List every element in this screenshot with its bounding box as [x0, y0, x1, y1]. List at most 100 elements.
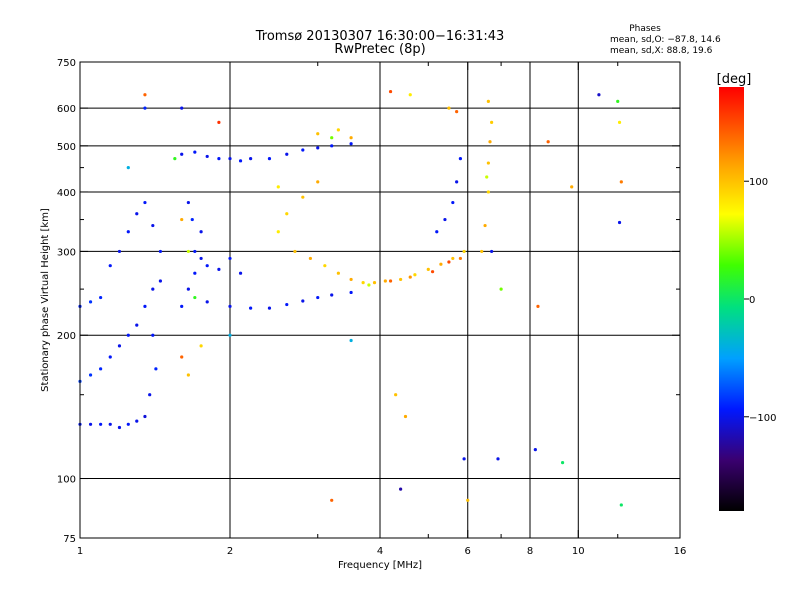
data-point: [193, 249, 197, 254]
data-point: [108, 355, 112, 359]
data-point: [217, 267, 221, 272]
data-point: [435, 230, 439, 234]
data-point: [483, 223, 487, 228]
data-point: [336, 271, 340, 275]
data-point: [108, 422, 112, 426]
data-point: [193, 150, 197, 154]
data-point: [88, 373, 93, 377]
data-point: [205, 154, 209, 159]
data-points: [78, 89, 623, 507]
data-point: [135, 323, 139, 327]
colorbar-tick-label: −100: [749, 413, 776, 424]
data-point: [285, 152, 289, 156]
data-point: [619, 180, 623, 184]
data-point: [388, 89, 393, 94]
y-axis-label: Stationary phase Virtual Height [km]: [40, 208, 51, 392]
data-point: [617, 120, 622, 124]
y-tick-label: 500: [57, 142, 76, 153]
data-point: [135, 212, 139, 216]
data-point: [199, 230, 203, 234]
data-point: [336, 128, 340, 132]
data-point: [597, 93, 601, 97]
data-point: [480, 249, 484, 254]
data-point: [439, 262, 443, 266]
x-tick-label: 1: [77, 546, 83, 557]
colorbar: [719, 87, 744, 511]
chart-title: Tromsø 20130307 16:30:00−16:31:43: [255, 29, 505, 44]
data-point: [316, 132, 320, 136]
y-tick-label: 200: [57, 331, 76, 342]
data-point: [193, 271, 197, 275]
data-point: [108, 264, 112, 268]
data-point: [536, 304, 540, 308]
phases-x-stats: mean, sd,X: 88.8, 19.6: [610, 46, 713, 56]
data-point: [458, 157, 463, 161]
data-point: [205, 300, 209, 304]
data-point: [143, 304, 147, 308]
data-point: [276, 185, 280, 189]
data-point: [199, 256, 203, 261]
data-point: [349, 338, 353, 343]
data-point: [451, 256, 455, 261]
x-tick-label: 16: [674, 546, 687, 557]
colorbar-tick-label: 0: [749, 295, 755, 306]
data-point: [126, 333, 130, 337]
y-tick-label: 75: [63, 534, 76, 545]
data-point: [399, 487, 403, 491]
data-point: [372, 280, 377, 285]
data-point: [238, 271, 243, 275]
data-point: [190, 217, 194, 222]
data-point: [180, 304, 184, 308]
colorbar-ticks: 100 0 −100: [744, 177, 776, 424]
data-point: [447, 260, 451, 264]
data-point: [301, 195, 305, 199]
data-point: [143, 93, 147, 97]
data-point: [330, 136, 334, 140]
data-point: [158, 249, 163, 254]
data-point: [394, 393, 398, 397]
data-point: [349, 290, 353, 295]
data-point: [126, 422, 130, 426]
data-point: [193, 295, 197, 300]
data-point: [180, 152, 184, 156]
data-point: [180, 355, 184, 359]
data-point: [486, 161, 490, 165]
data-point: [180, 106, 184, 110]
data-point: [154, 367, 158, 371]
data-point: [490, 249, 494, 254]
data-point: [228, 157, 232, 161]
data-point: [151, 223, 155, 228]
data-point: [180, 217, 184, 222]
data-point: [426, 267, 430, 272]
data-point: [349, 277, 353, 282]
data-point: [496, 457, 500, 461]
data-point: [173, 157, 177, 161]
data-point: [486, 190, 490, 194]
data-point: [466, 498, 470, 502]
y-axis-ticks: 75 100 200 300 400 500 600 750: [57, 58, 680, 545]
data-point: [361, 280, 365, 285]
data-point: [249, 157, 253, 161]
x-tick-label: 2: [227, 546, 233, 557]
plot-grid: [80, 62, 680, 538]
data-point: [158, 279, 163, 283]
data-point: [485, 175, 489, 179]
data-point: [451, 200, 455, 205]
data-point: [117, 344, 122, 348]
data-point: [455, 180, 459, 184]
data-point: [117, 249, 122, 254]
data-point: [88, 300, 93, 304]
data-point: [267, 306, 272, 310]
data-point: [490, 120, 494, 124]
data-point: [186, 373, 190, 377]
y-tick-label: 400: [57, 188, 76, 199]
data-point: [276, 230, 280, 234]
data-point: [560, 461, 565, 465]
data-point: [143, 106, 147, 110]
data-point: [99, 422, 103, 426]
x-axis-ticks: 1 2 4 6 8 10 16: [77, 62, 687, 557]
data-point: [117, 425, 122, 430]
data-point: [462, 457, 466, 461]
data-point: [399, 277, 403, 282]
